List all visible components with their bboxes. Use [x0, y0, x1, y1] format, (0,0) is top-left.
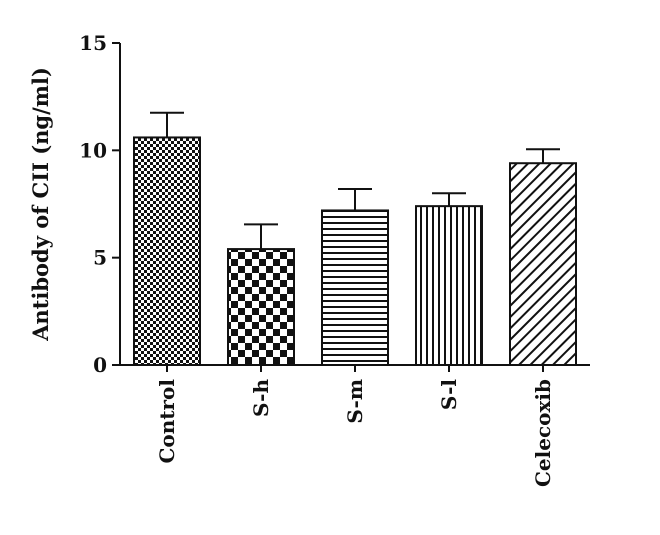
y-axis-label: Antibody of CII (ng/ml) [28, 67, 53, 342]
y-tick-label: 0 [93, 353, 107, 377]
x-tick-labels: Control S-h S-m S-l Celecoxib [155, 379, 555, 487]
y-axis: 0 5 10 15 [79, 31, 121, 377]
error-bars-group [150, 111, 560, 250]
bar-control [133, 136, 201, 366]
x-axis [120, 364, 590, 372]
x-tick-label: S-h [249, 379, 273, 417]
bar-s-m [321, 209, 389, 366]
bar-s-h [227, 248, 295, 366]
y-tick-label: 15 [79, 31, 107, 55]
x-tick-label: Celecoxib [531, 379, 555, 487]
bar-celecoxib [509, 162, 577, 366]
y-tick-label: 10 [79, 138, 107, 162]
bars-group [133, 136, 577, 366]
x-tick-label: S-l [437, 379, 461, 410]
bar-s-l [415, 205, 483, 366]
y-tick-label: 5 [93, 246, 107, 270]
x-tick-label: Control [155, 379, 179, 464]
x-tick-label: S-m [343, 379, 367, 424]
